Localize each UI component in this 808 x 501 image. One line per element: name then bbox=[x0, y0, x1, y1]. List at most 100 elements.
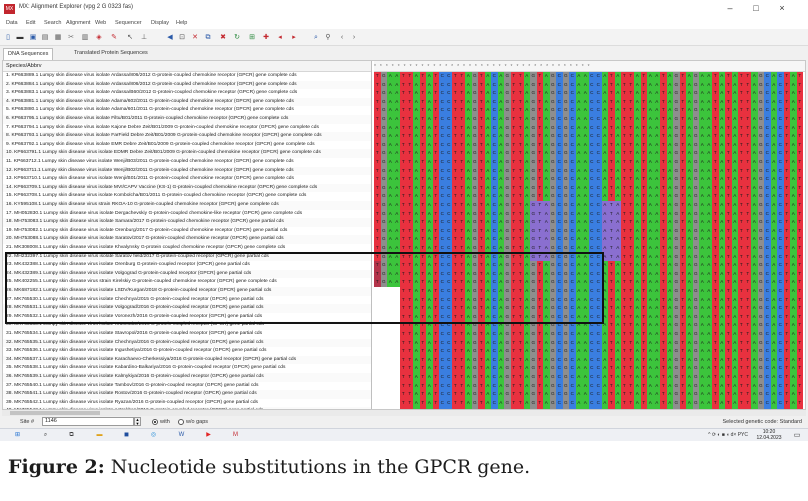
nucleotide-cell[interactable]: T bbox=[374, 209, 381, 219]
nucleotide-cell[interactable]: G bbox=[504, 312, 511, 322]
nucleotide-cell[interactable]: T bbox=[400, 261, 407, 270]
table-icon[interactable]: ▦ bbox=[54, 34, 62, 41]
nucleotide-cell[interactable]: G bbox=[692, 226, 699, 236]
nucleotide-cell[interactable]: C bbox=[439, 261, 446, 270]
nucleotide-cell[interactable]: T bbox=[738, 158, 745, 167]
nucleotide-cell[interactable]: T bbox=[517, 252, 524, 262]
nucleotide-cell[interactable]: T bbox=[783, 364, 790, 373]
nucleotide-cell[interactable]: T bbox=[406, 338, 413, 348]
nucleotide-cell[interactable]: T bbox=[517, 321, 524, 330]
nucleotide-cell[interactable]: A bbox=[666, 175, 673, 184]
nucleotide-cell[interactable]: C bbox=[439, 123, 446, 133]
nucleotide-cell[interactable]: A bbox=[770, 209, 777, 219]
nucleotide-cell[interactable]: T bbox=[419, 287, 426, 296]
nucleotide-cell[interactable]: A bbox=[497, 123, 504, 133]
nucleotide-cell[interactable]: T bbox=[510, 261, 517, 270]
nucleotide-cell[interactable]: A bbox=[653, 278, 660, 287]
nucleotide-cell[interactable]: T bbox=[517, 183, 524, 193]
nucleotide-cell[interactable]: G bbox=[673, 183, 680, 193]
nucleotide-cell[interactable]: G bbox=[673, 97, 680, 107]
nucleotide-cell[interactable]: A bbox=[647, 381, 654, 391]
nucleotide-cell[interactable]: A bbox=[465, 97, 472, 107]
nucleotide-cell[interactable]: T bbox=[406, 321, 413, 330]
nucleotide-cell[interactable]: A bbox=[543, 304, 550, 313]
nucleotide-cell[interactable]: T bbox=[478, 355, 485, 365]
nucleotide-cell[interactable]: A bbox=[497, 373, 504, 382]
nucleotide-cell[interactable]: T bbox=[400, 192, 407, 201]
nucleotide-cell[interactable]: T bbox=[621, 106, 628, 115]
nucleotide-cell[interactable]: T bbox=[796, 390, 803, 399]
nucleotide-cell[interactable]: A bbox=[718, 269, 725, 279]
nucleotide-cell[interactable]: A bbox=[699, 355, 706, 365]
nucleotide-cell[interactable]: T bbox=[517, 132, 524, 141]
nucleotide-cell[interactable]: T bbox=[725, 115, 732, 124]
nucleotide-cell[interactable]: A bbox=[647, 398, 654, 408]
nucleotide-cell[interactable]: G bbox=[673, 252, 680, 262]
nucleotide-cell[interactable]: T bbox=[725, 261, 732, 270]
task-view-icon[interactable]: ⧉ bbox=[69, 432, 74, 438]
nucleotide-cell[interactable]: C bbox=[569, 269, 576, 279]
sequence-name-row[interactable]: 4. KP663881.1 Lumpy skin disease virus i… bbox=[3, 97, 371, 107]
nucleotide-cell[interactable]: A bbox=[543, 338, 550, 348]
nucleotide-cell[interactable]: T bbox=[660, 261, 667, 270]
nucleotide-cell[interactable]: C bbox=[764, 355, 771, 365]
nucleotide-cell[interactable]: T bbox=[536, 89, 543, 98]
nucleotide-cell[interactable]: A bbox=[718, 106, 725, 115]
nucleotide-cell[interactable]: A bbox=[497, 261, 504, 270]
nucleotide-cell[interactable]: T bbox=[608, 398, 615, 408]
nucleotide-cell[interactable]: A bbox=[543, 278, 550, 287]
nucleotide-cell[interactable]: T bbox=[660, 166, 667, 176]
nucleotide-cell[interactable]: C bbox=[588, 330, 595, 339]
nucleotide-cell[interactable]: T bbox=[738, 304, 745, 313]
nucleotide-cell[interactable]: A bbox=[393, 218, 400, 227]
nucleotide-cell[interactable]: G bbox=[471, 407, 478, 409]
nucleotide-cell[interactable]: A bbox=[666, 80, 673, 90]
nucleotide-cell[interactable]: A bbox=[647, 244, 654, 253]
nucleotide-cell[interactable]: A bbox=[751, 364, 758, 373]
nucleotide-cell[interactable]: G bbox=[757, 201, 764, 210]
nucleotide-cell[interactable]: T bbox=[783, 321, 790, 330]
nucleotide-cell[interactable]: C bbox=[445, 132, 452, 141]
nucleotide-cell[interactable]: G bbox=[530, 244, 537, 253]
nucleotide-cell[interactable]: T bbox=[400, 364, 407, 373]
nucleotide-cell[interactable]: A bbox=[705, 166, 712, 176]
color-icon[interactable]: ◈ bbox=[96, 34, 102, 41]
nucleotide-cell[interactable]: T bbox=[452, 123, 459, 133]
nucleotide-cell[interactable]: A bbox=[426, 166, 433, 176]
nucleotide-cell[interactable]: T bbox=[796, 398, 803, 408]
nucleotide-cell[interactable]: G bbox=[692, 381, 699, 391]
nucleotide-cell[interactable]: T bbox=[796, 97, 803, 107]
nucleotide-cell[interactable]: G bbox=[530, 364, 537, 373]
nucleotide-cell[interactable]: C bbox=[777, 80, 784, 90]
nucleotide-cell[interactable]: G bbox=[673, 295, 680, 305]
nucleotide-cell[interactable]: T bbox=[608, 407, 615, 409]
nucleotide-cell[interactable]: C bbox=[588, 261, 595, 270]
nucleotide-cell[interactable]: T bbox=[400, 287, 407, 296]
nucleotide-cell[interactable]: T bbox=[660, 140, 667, 150]
nucleotide-cell[interactable]: G bbox=[673, 407, 680, 409]
nucleotide-cell[interactable]: G bbox=[504, 226, 511, 236]
nucleotide-cell[interactable]: C bbox=[588, 106, 595, 115]
menu-help[interactable]: Help bbox=[176, 20, 188, 26]
without-gaps-radio[interactable] bbox=[178, 419, 184, 425]
nucleotide-cell[interactable]: T bbox=[419, 304, 426, 313]
sequence-name-row[interactable]: 6. KP663795.1 Lumpy skin disease virus i… bbox=[3, 115, 371, 124]
nucleotide-cell[interactable]: G bbox=[380, 80, 387, 90]
nucleotide-cell[interactable]: T bbox=[432, 132, 439, 141]
nucleotide-cell[interactable]: T bbox=[738, 149, 745, 158]
nucleotide-cell[interactable]: T bbox=[679, 149, 686, 158]
nucleotide-cell[interactable]: T bbox=[432, 390, 439, 399]
nucleotide-cell[interactable]: T bbox=[679, 407, 686, 409]
nucleotide-cell[interactable]: A bbox=[523, 252, 530, 262]
prev-icon[interactable]: ‹ bbox=[340, 34, 344, 41]
nucleotide-cell[interactable]: A bbox=[393, 244, 400, 253]
nucleotide-cell[interactable]: A bbox=[575, 381, 582, 391]
nucleotide-cell[interactable]: A bbox=[770, 132, 777, 141]
nucleotide-cell[interactable]: A bbox=[497, 252, 504, 262]
nucleotide-cell[interactable]: A bbox=[666, 330, 673, 339]
plus-icon[interactable]: ✚ bbox=[263, 34, 269, 41]
nucleotide-cell[interactable]: A bbox=[705, 407, 712, 409]
nucleotide-cell[interactable]: C bbox=[569, 201, 576, 210]
nucleotide-cell[interactable]: T bbox=[536, 226, 543, 236]
nucleotide-cell[interactable]: A bbox=[582, 295, 589, 305]
